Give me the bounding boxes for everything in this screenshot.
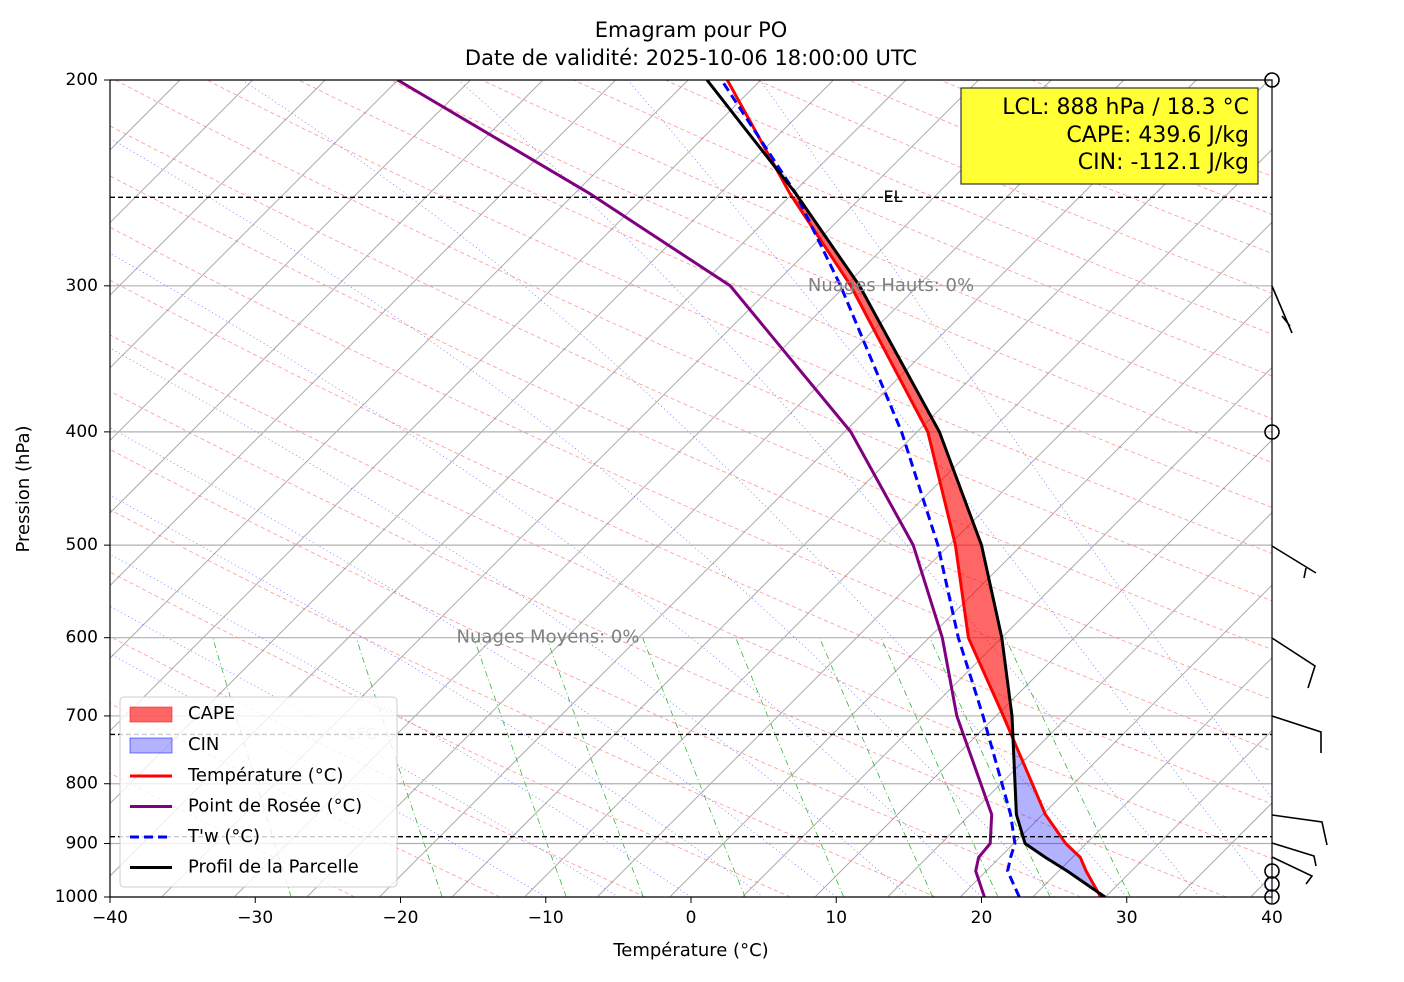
info-box: LCL: 888 hPa / 18.3 °C CAPE: 439.6 J/kg …: [961, 88, 1258, 184]
x-tick-label: 40: [1261, 908, 1283, 928]
x-axis-label: Température (°C): [612, 940, 768, 961]
x-tick-label: −30: [237, 908, 273, 928]
y-tick-label: 1000: [55, 887, 98, 907]
legend-label: T'w (°C): [187, 826, 260, 847]
y-tick-label: 400: [66, 422, 98, 442]
legend-label: Température (°C): [187, 765, 343, 786]
cloud-label: Nuages Hauts: 0%: [808, 275, 974, 296]
legend-label: Profil de la Parcelle: [188, 857, 359, 878]
y-tick-label: 700: [66, 706, 98, 726]
level-label: EL: [883, 187, 902, 206]
y-tick-label: 300: [66, 276, 98, 296]
legend-label: CIN: [188, 734, 219, 755]
legend-swatch: [130, 707, 172, 722]
legend: CAPE CIN Température (°C) Point de Rosée (°…: [120, 697, 397, 887]
cloud-label: Nuages Moyens: 0%: [457, 627, 640, 648]
x-tick-label: −40: [92, 908, 128, 928]
y-axis-label: Pression (hPa): [13, 425, 34, 552]
chart-subtitle: Date de validité: 2025-10-06 18:00:00 UT…: [465, 46, 917, 70]
chart-title: Emagram pour PO: [595, 18, 788, 42]
x-tick-label: −20: [383, 908, 419, 928]
info-text: LCL: 888 hPa / 18.3 °C: [1002, 95, 1249, 120]
y-tick-label: 600: [66, 628, 98, 648]
y-tick-label: 500: [66, 535, 98, 555]
x-tick-label: 30: [1116, 908, 1138, 928]
x-tick-label: 0: [686, 908, 697, 928]
y-tick-label: 900: [66, 834, 98, 854]
y-tick-label: 200: [66, 70, 98, 90]
legend-label: Point de Rosée (°C): [188, 796, 362, 817]
legend-label: CAPE: [188, 703, 235, 724]
info-text: CIN: -112.1 J/kg: [1078, 150, 1249, 175]
legend-swatch: [130, 738, 172, 753]
y-tick-label: 800: [66, 774, 98, 794]
info-text: CAPE: 439.6 J/kg: [1066, 123, 1249, 148]
x-tick-label: −10: [528, 908, 564, 928]
x-tick-label: 20: [971, 908, 993, 928]
x-tick-label: 10: [825, 908, 847, 928]
